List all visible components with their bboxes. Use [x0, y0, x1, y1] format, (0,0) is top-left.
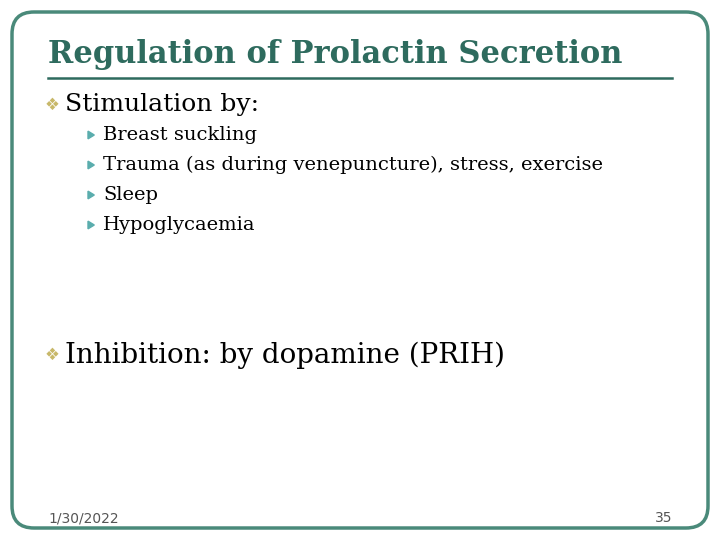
Text: Trauma (as during venepuncture), stress, exercise: Trauma (as during venepuncture), stress,… — [103, 156, 603, 174]
Polygon shape — [88, 191, 94, 199]
Text: Breast suckling: Breast suckling — [103, 126, 257, 144]
Text: Inhibition: by dopamine (PRIH): Inhibition: by dopamine (PRIH) — [65, 341, 505, 369]
Text: ❖: ❖ — [45, 346, 60, 364]
Polygon shape — [88, 131, 94, 139]
Text: 1/30/2022: 1/30/2022 — [48, 511, 119, 525]
Polygon shape — [88, 161, 94, 169]
Polygon shape — [88, 221, 94, 229]
FancyBboxPatch shape — [12, 12, 708, 528]
Text: ❖: ❖ — [45, 96, 60, 114]
Text: Hypoglycaemia: Hypoglycaemia — [103, 216, 256, 234]
Text: Sleep: Sleep — [103, 186, 158, 204]
Text: Stimulation by:: Stimulation by: — [65, 93, 259, 117]
Text: Regulation of Prolactin Secretion: Regulation of Prolactin Secretion — [48, 39, 623, 70]
Text: 35: 35 — [654, 511, 672, 525]
